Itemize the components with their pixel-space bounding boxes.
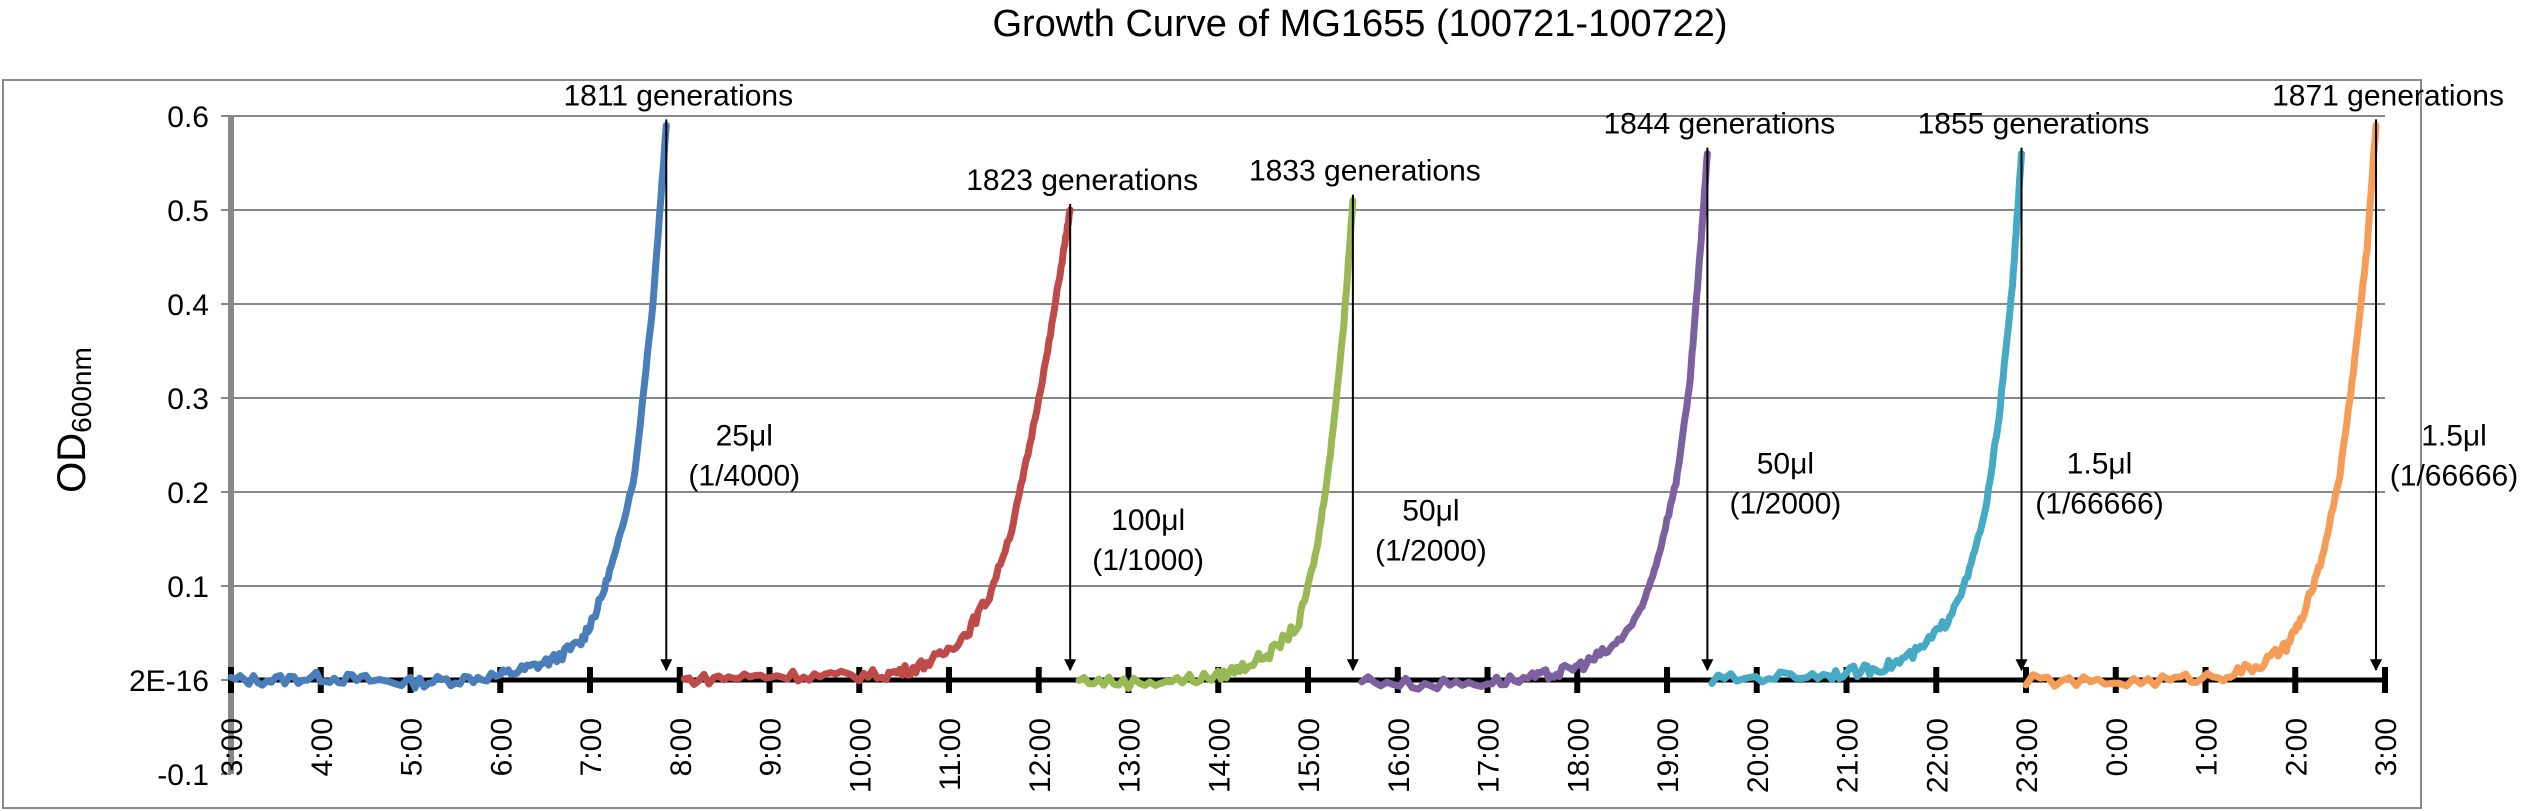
x-tick-label: 21:00 bbox=[1832, 718, 1865, 793]
dilution-label: (1/1000) bbox=[1092, 544, 1204, 577]
series-line bbox=[227, 121, 670, 692]
y-tick-label: 0.3 bbox=[167, 383, 209, 416]
dilution-label: (1/4000) bbox=[688, 459, 800, 492]
x-tick-label: 18:00 bbox=[1562, 718, 1595, 793]
x-tick-label: 2:00 bbox=[2280, 718, 2313, 776]
generation-label: 1855 generations bbox=[1918, 108, 2150, 141]
volume-label: 100μl bbox=[1111, 504, 1185, 537]
x-tick-label: 3:00 bbox=[216, 718, 249, 776]
y-tick-labels: 0.6 0.5 0.4 0.3 0.2 0.1 2E-16 -0.1 bbox=[129, 101, 209, 792]
series-line bbox=[680, 206, 1074, 688]
x-tick-label: 8:00 bbox=[665, 718, 698, 776]
dilution-label: (1/66666) bbox=[2035, 488, 2163, 521]
x-tick-label: 15:00 bbox=[1293, 718, 1326, 793]
x-tick-label: 4:00 bbox=[306, 718, 339, 776]
series-lines bbox=[227, 121, 2380, 693]
x-tick-label: 12:00 bbox=[1024, 718, 1057, 793]
y-tick-label: 0.5 bbox=[167, 195, 209, 228]
series-line bbox=[2022, 121, 2380, 690]
x-tick-label: 13:00 bbox=[1114, 718, 1147, 793]
dilution-label: (1/66666) bbox=[2390, 459, 2518, 492]
volume-label: 25μl bbox=[716, 419, 773, 452]
series-line bbox=[1075, 197, 1357, 692]
axes bbox=[228, 116, 2388, 774]
y-tick-label: 2E-16 bbox=[129, 665, 209, 698]
x-tick-label: 5:00 bbox=[396, 718, 429, 776]
x-tick-label: 0:00 bbox=[2101, 718, 2134, 776]
series-line bbox=[1708, 150, 2025, 687]
generation-label: 1871 generations bbox=[2272, 79, 2504, 112]
generation-label: 1833 generations bbox=[1249, 155, 1481, 188]
x-tick-label: 9:00 bbox=[755, 718, 788, 776]
volume-label: 1.5μl bbox=[2067, 448, 2133, 481]
x-tick-label: 6:00 bbox=[485, 718, 518, 776]
generation-label: 1823 generations bbox=[966, 164, 1198, 197]
x-tick-label: 14:00 bbox=[1203, 718, 1236, 793]
x-tick-label: 11:00 bbox=[934, 718, 967, 791]
generation-label: 1844 generations bbox=[1603, 108, 1835, 141]
dilution-label: (1/2000) bbox=[1730, 488, 1842, 521]
y-tick-label: 0.2 bbox=[167, 477, 209, 510]
y-tick-label: 0.1 bbox=[167, 571, 209, 604]
volume-label: 50μl bbox=[1757, 448, 1814, 481]
x-tick-label: 22:00 bbox=[1921, 718, 1954, 793]
y-tick-label: 0.4 bbox=[167, 289, 209, 322]
dilution-label: (1/2000) bbox=[1375, 535, 1487, 568]
x-tick-label: 10:00 bbox=[844, 718, 877, 793]
annotations: 1811 generations 25μl (1/4000) 1823 generat… bbox=[563, 79, 2518, 672]
y-tick-label: 0.6 bbox=[167, 101, 209, 134]
x-tick-label: 1:00 bbox=[2191, 718, 2224, 776]
x-tick-label: 23:00 bbox=[2011, 718, 2044, 793]
gridlines bbox=[221, 115, 2385, 775]
y-axis-label: OD600nm bbox=[50, 347, 97, 493]
series-line bbox=[1358, 150, 1711, 693]
x-tick-label: 3:00 bbox=[2370, 718, 2403, 776]
plot-frame bbox=[2, 79, 2422, 809]
volume-label: 1.5μl bbox=[2421, 419, 2487, 452]
x-tick-labels: 3:00 4:00 5:00 6:00 7:00 8:00 9:00 10:00 11:00 12… bbox=[216, 718, 2403, 793]
x-tick-label: 20:00 bbox=[1742, 718, 1775, 793]
x-tick-label: 17:00 bbox=[1473, 718, 1506, 793]
x-tick-label: 19:00 bbox=[1652, 718, 1685, 793]
x-tick-label: 7:00 bbox=[575, 718, 608, 776]
volume-label: 50μl bbox=[1402, 495, 1459, 528]
chart-title: Growth Curve of MG1655 (100721-100722) bbox=[992, 3, 1727, 45]
y-axis-label-subscript: 600nm bbox=[66, 347, 97, 433]
x-tick-label: 16:00 bbox=[1383, 718, 1416, 793]
generation-label: 1811 generations bbox=[563, 79, 793, 112]
y-tick-label: -0.1 bbox=[157, 759, 209, 792]
y-axis-label-main: OD bbox=[50, 433, 94, 493]
